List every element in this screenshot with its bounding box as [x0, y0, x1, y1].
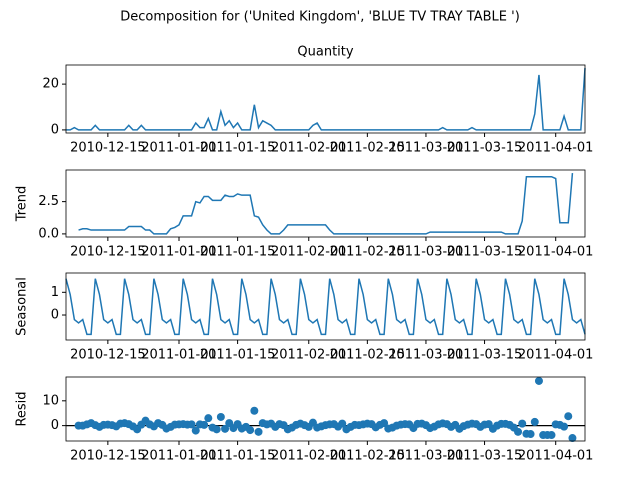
- y-tick-label: 0: [51, 308, 59, 323]
- x-tick-label: 2011-02-01: [271, 141, 347, 156]
- x-tick-label: 2011-02-01: [271, 348, 347, 363]
- x-tick-label: 2010-12-15: [70, 141, 146, 156]
- resid-point: [191, 426, 200, 435]
- resid-point: [380, 419, 389, 428]
- data-line: [65, 278, 586, 336]
- x-tick-label: 2011-03-15: [447, 245, 523, 260]
- plot-frame: [65, 376, 586, 442]
- y-tick-label: 0: [51, 122, 59, 137]
- y-tick-label: 0: [51, 418, 59, 433]
- plot-frame: [65, 272, 586, 341]
- resid-point: [221, 424, 230, 433]
- x-tick-label: 2011-01-15: [200, 449, 276, 464]
- chart-title: Decomposition for ('United Kingdom', 'BL…: [120, 10, 520, 25]
- x-tick-label: 2011-01-15: [200, 348, 276, 363]
- data-line: [66, 68, 586, 131]
- x-tick-label: 2010-12-15: [70, 245, 146, 260]
- resid-point: [254, 427, 263, 436]
- resid-point: [530, 417, 539, 426]
- x-tick-label: 2011-03-01: [388, 245, 464, 260]
- x-tick-label: 2011-02-15: [330, 449, 406, 464]
- x-tick-label: 2011-01-01: [141, 449, 217, 464]
- x-tick-label: 2011-03-15: [447, 348, 523, 363]
- resid-point: [216, 412, 225, 421]
- x-tick-label: 2011-03-15: [447, 449, 523, 464]
- x-tick-label: 2011-01-01: [141, 245, 217, 260]
- panel-title: Quantity: [297, 45, 353, 60]
- x-tick-label: 2011-01-01: [141, 141, 217, 156]
- resid-point: [534, 376, 543, 385]
- y-tick-label: 1: [51, 285, 59, 300]
- plot-frame: [65, 169, 586, 238]
- x-tick-label: 2011-02-15: [330, 348, 406, 363]
- y-tick-label: 2.5: [38, 194, 59, 209]
- y-tick-label: 0.0: [38, 226, 59, 241]
- x-tick-label: 2011-01-15: [200, 141, 276, 156]
- resid-point: [560, 422, 569, 431]
- y-axis-label: Resid: [15, 391, 30, 426]
- resid-point: [250, 406, 259, 415]
- resid-point: [212, 425, 221, 434]
- x-tick-label: 2011-04-01: [518, 449, 594, 464]
- resid-point: [564, 412, 573, 421]
- y-axis-label: Seasonal: [15, 277, 30, 336]
- resid-point: [200, 420, 209, 429]
- x-tick-label: 2011-02-15: [330, 245, 406, 260]
- x-tick-label: 2011-04-01: [518, 245, 594, 260]
- resid-point: [514, 427, 523, 436]
- data-line: [78, 173, 574, 235]
- resid-point: [518, 419, 527, 428]
- resid-point: [526, 430, 535, 439]
- resid-point: [568, 434, 577, 443]
- x-tick-label: 2010-12-15: [70, 348, 146, 363]
- x-tick-label: 2010-12-15: [70, 449, 146, 464]
- x-tick-label: 2011-03-01: [388, 449, 464, 464]
- resid-point: [187, 420, 196, 429]
- x-tick-label: 2011-03-01: [388, 348, 464, 363]
- x-tick-label: 2011-04-01: [518, 141, 594, 156]
- x-tick-label: 2011-03-15: [447, 141, 523, 156]
- x-tick-label: 2011-01-15: [200, 245, 276, 260]
- plot-frame: [65, 64, 586, 134]
- x-tick-label: 2011-02-01: [271, 449, 347, 464]
- x-tick-label: 2011-03-01: [388, 141, 464, 156]
- x-tick-label: 2011-02-01: [271, 245, 347, 260]
- y-tick-label: 20: [42, 77, 59, 92]
- resid-point: [246, 426, 255, 435]
- x-tick-label: 2011-04-01: [518, 348, 594, 363]
- resid-point: [338, 419, 347, 428]
- y-tick-label: 10: [42, 393, 59, 408]
- resid-point: [204, 414, 213, 423]
- resid-point: [547, 431, 556, 440]
- x-tick-label: 2011-02-15: [330, 141, 406, 156]
- y-axis-label: Trend: [15, 186, 30, 223]
- x-tick-label: 2011-01-01: [141, 348, 217, 363]
